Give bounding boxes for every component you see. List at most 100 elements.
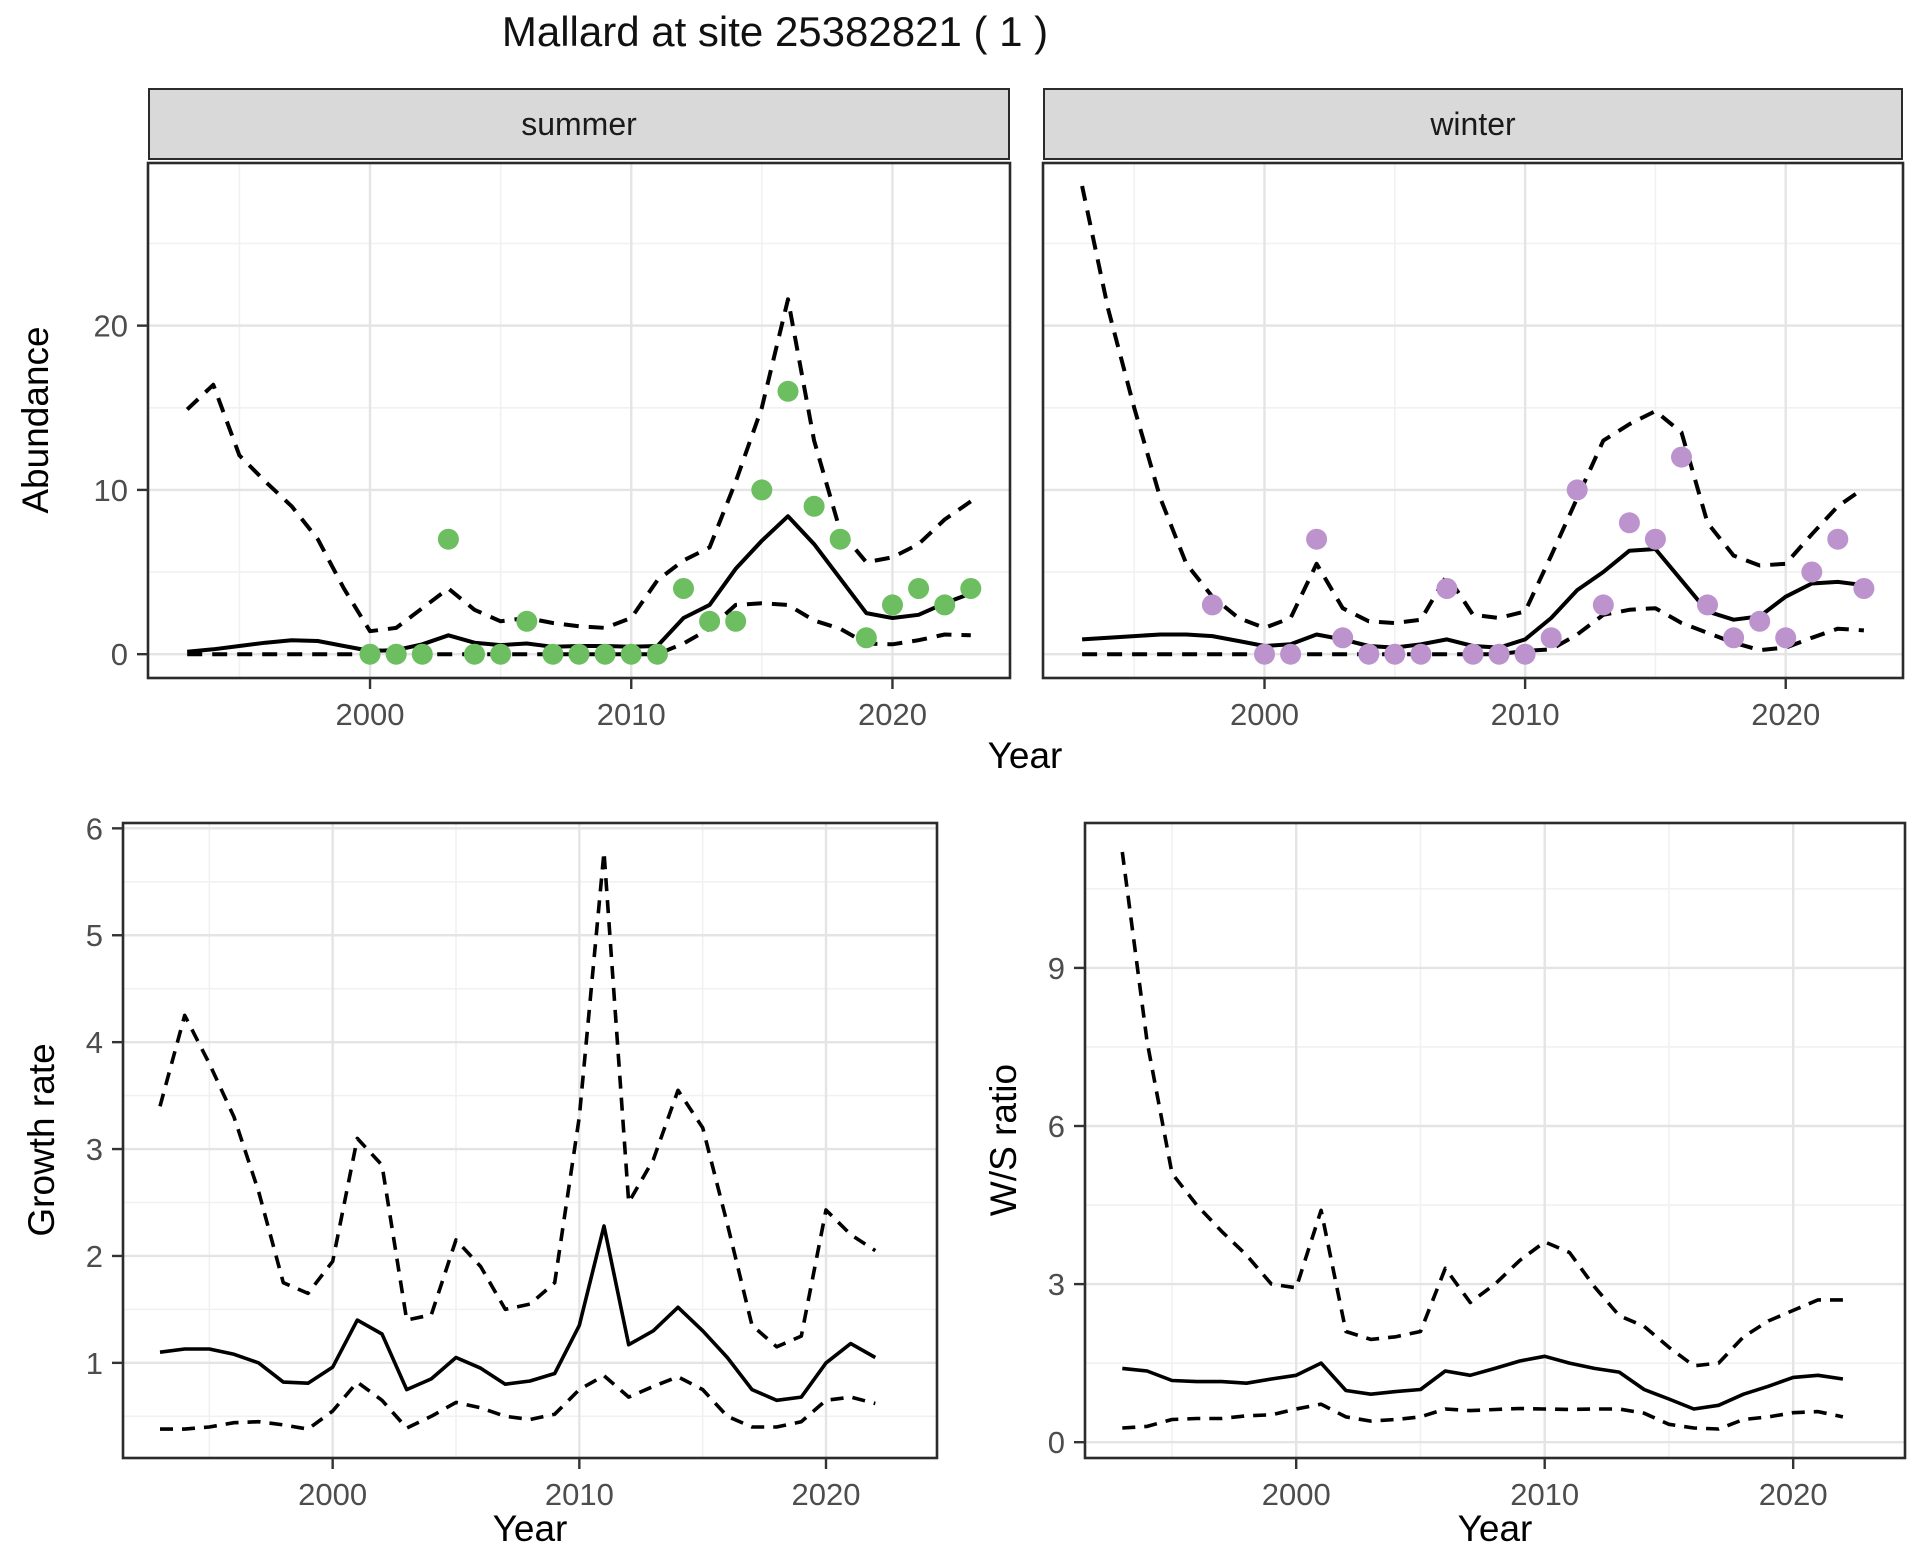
abundance-summer-observation-point <box>751 479 773 501</box>
ws-ratio-year-axis-title: Year <box>1457 1508 1533 1549</box>
abundance-summer-observation-point <box>960 578 982 599</box>
ws-ratio-y-tick-label: 0 <box>1048 1425 1065 1460</box>
abundance-summer-observation-point <box>908 578 930 599</box>
growth-rate-panel-border <box>121 821 939 1460</box>
abundance-winter-observation-point <box>1801 561 1823 583</box>
ws-ratio-y-tick-label: 3 <box>1048 1267 1065 1302</box>
abundance-summer-observation-point <box>699 610 721 632</box>
abundance-summer-observation-point <box>516 610 538 632</box>
growth-rate-y-tick-label: 4 <box>86 1025 103 1060</box>
growth-rate-x-tick-label: 2020 <box>792 1477 861 1512</box>
abundance-winter-observation-point <box>1697 594 1718 616</box>
ws-ratio-lower_ci-line <box>1122 1402 1844 1431</box>
ws-ratio-x-tick-label: 2010 <box>1510 1477 1579 1512</box>
abundance-winter-observation-point <box>1540 627 1562 649</box>
abundance-summer-observation-point <box>934 594 956 616</box>
growth-rate-lower_ci-line <box>160 1373 876 1431</box>
abundance-summer-observation-point <box>725 610 747 632</box>
ws-ratio-y-tick-label: 6 <box>1048 1109 1065 1144</box>
abundance-summer-y-tick-label: 10 <box>94 473 128 508</box>
ws-ratio-panel-background <box>1085 823 1905 1458</box>
abundance-winter-observation-point <box>1384 643 1406 665</box>
abundance-winter-x-tick-label: 2020 <box>1751 697 1820 732</box>
growth-rate-upper_ci-line <box>158 850 877 1349</box>
growth-rate-y-tick-label: 3 <box>86 1132 103 1167</box>
facet-strip-winter-label: winter <box>1430 105 1516 142</box>
ws-ratio-fit-line <box>1122 1354 1844 1411</box>
ws-ratio-panel-border <box>1083 821 1907 1460</box>
abundance-winter-observation-point <box>1566 479 1588 501</box>
growth-rate-year-axis-title: Year <box>492 1508 568 1549</box>
abundance-summer-y-tick-label: 0 <box>111 637 128 672</box>
abundance-winter-observation-point <box>1592 594 1614 616</box>
abundance-winter-x-tick-label: 2000 <box>1230 697 1299 732</box>
abundance-winter-observation-point <box>1853 578 1875 599</box>
abundance-summer-observation-point <box>777 380 799 402</box>
abundance-summer-x-tick-label: 2010 <box>597 697 666 732</box>
abundance-winter-observation-point <box>1358 643 1380 665</box>
abundance-summer-observation-point <box>568 643 590 665</box>
abundance-winter-observation-point <box>1749 610 1771 632</box>
abundance-summer-observation-point <box>673 578 694 599</box>
facet-strip-summer-label: summer <box>521 105 637 142</box>
ws-ratio-upper_ci-line <box>1120 851 1843 1368</box>
abundance-summer-observation-point <box>385 643 407 665</box>
abundance-winter-observation-point <box>1671 446 1692 468</box>
abundance-summer-observation-point <box>411 643 433 665</box>
abundance-winter-observation-point <box>1462 643 1484 665</box>
growth-rate-x-tick-label: 2000 <box>298 1477 367 1512</box>
abundance-winter-observation-point <box>1201 594 1223 616</box>
growth-rate-y-tick-label: 5 <box>86 918 103 953</box>
ws-ratio-y-tick-label: 9 <box>1048 951 1065 986</box>
abundance-winter-observation-point <box>1254 643 1275 665</box>
abundance-summer-observation-point <box>829 528 851 550</box>
growth-rate-y-tick-label: 2 <box>86 1239 103 1274</box>
abundance-winter-observation-point <box>1644 528 1666 550</box>
abundance-winter-observation-point <box>1332 627 1354 649</box>
abundance-winter-observation-point <box>1514 643 1536 665</box>
facet-strip-summer: summer <box>148 88 1010 160</box>
abundance-winter-x-tick-label: 2010 <box>1491 697 1560 732</box>
abundance-winter-observation-point <box>1775 627 1797 649</box>
abundance-winter-observation-point <box>1488 643 1510 665</box>
abundance-summer-observation-point <box>803 495 825 517</box>
abundance-summer-y-tick-label: 20 <box>94 309 128 344</box>
abundance-summer-observation-point <box>620 643 642 665</box>
growth-rate-y-tick-label: 1 <box>86 1346 103 1381</box>
ws-ratio-x-tick-label: 2000 <box>1262 1477 1331 1512</box>
abundance-winter-panel-border <box>1041 161 1905 680</box>
abundance-summer-x-tick-label: 2000 <box>336 697 405 732</box>
abundance-summer-lower_ci-line <box>187 601 971 657</box>
abundance-summer-panel-background <box>148 163 1010 678</box>
abundance-summer-x-tick-label: 2020 <box>858 697 927 732</box>
figure-title: Mallard at site 25382821 ( 1 ) <box>501 8 1049 55</box>
abundance-summer-observation-point <box>855 627 877 649</box>
abundance-winter-observation-point <box>1827 528 1849 550</box>
abundance-summer-observation-point <box>437 528 459 550</box>
abundance-summer-observation-point <box>882 594 903 616</box>
abundance-winter-lower_ci-line <box>1082 606 1865 657</box>
abundance-winter-observation-point <box>1618 512 1640 534</box>
facet-strip-winter: winter <box>1043 88 1903 160</box>
abundance-summer-panel-border <box>146 161 1012 680</box>
abundance-summer-observation-point <box>359 643 381 665</box>
abundance-summer-observation-point <box>594 643 616 665</box>
top-row-year-axis-title: Year <box>987 735 1063 776</box>
abundance-winter-observation-point <box>1306 528 1328 550</box>
abundance-winter-panel-background <box>1043 163 1903 678</box>
growth-rate-x-tick-label: 2010 <box>545 1477 614 1512</box>
growth-rate-fit-line <box>159 1224 877 1403</box>
ws-ratio-x-tick-label: 2020 <box>1759 1477 1828 1512</box>
growth-rate-panel-background <box>123 823 937 1458</box>
abundance-winter-observation-point <box>1723 627 1745 649</box>
abundance-summer-observation-point <box>490 643 512 665</box>
abundance-winter-observation-point <box>1280 643 1302 665</box>
abundance-summer-observation-point <box>542 643 564 665</box>
growth-rate-y-tick-label: 6 <box>86 811 103 846</box>
abundance-summer-observation-point <box>646 643 668 665</box>
abundance-summer-observation-point <box>464 643 485 665</box>
abundance-winter-observation-point <box>1436 578 1458 599</box>
abundance-winter-observation-point <box>1410 643 1432 665</box>
